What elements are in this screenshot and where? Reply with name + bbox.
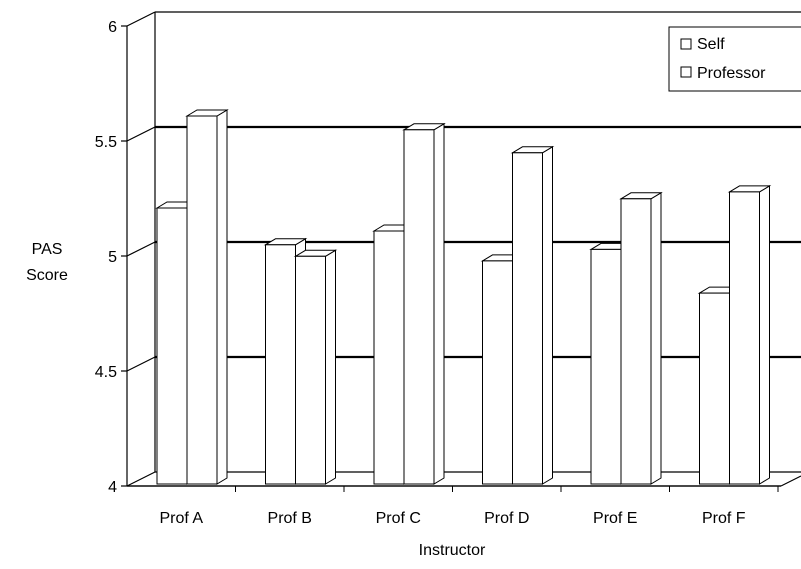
bars [155, 109, 772, 485]
y-tick-label-0: 4 [108, 479, 117, 496]
bar-front [590, 248, 622, 485]
bar-front [373, 230, 405, 485]
bar-front [295, 255, 326, 485]
legend-box [668, 26, 801, 92]
bar-front [729, 191, 760, 485]
legend-swatch-professor [680, 66, 692, 78]
bar-front [403, 129, 435, 485]
x-ticks: Prof A Prof B Prof C Prof D Prof E Prof F [159, 486, 779, 527]
y-axis-title-line2: Score [26, 267, 68, 284]
bar-front [620, 198, 652, 485]
bar-professor-2 [402, 122, 446, 485]
x-tick-label-1: Prof B [268, 510, 312, 527]
x-tick-label-0: Prof A [159, 510, 203, 527]
legend-label-professor: Professor [697, 65, 766, 82]
bar-professor-1 [293, 249, 338, 485]
legend-label-self: Self [697, 36, 725, 53]
bar-front [265, 244, 296, 485]
y-tick-label-4: 6 [108, 19, 117, 36]
bar-side [650, 191, 662, 485]
wall-top-diagonal [126, 11, 156, 27]
wall-bottom-diagonal [126, 471, 156, 487]
gridline-diagonal-3 [126, 126, 156, 142]
gridline-diagonal-1 [126, 356, 156, 372]
y-tick-label-1: 4.5 [95, 364, 117, 381]
legend-swatch-self [680, 38, 692, 50]
bar-front [699, 292, 730, 485]
bar-professor-5 [727, 185, 772, 485]
bar-side [542, 145, 553, 485]
gridlines [126, 125, 801, 372]
bar-professor-3 [510, 145, 555, 485]
bar-side [325, 249, 336, 485]
y-tick-label-2: 5 [108, 249, 117, 266]
bar-front [482, 260, 513, 485]
bar-professor-4 [619, 191, 663, 485]
x-tick-label-5: Prof F [702, 510, 746, 527]
bar-front [156, 207, 188, 485]
y-ticks: 4 4.5 5 5.5 6 [95, 19, 127, 496]
bar-professor-0 [185, 109, 229, 485]
x-tick-label-4: Prof E [593, 510, 637, 527]
x-tick-label-3: Prof D [484, 510, 529, 527]
gridline-diagonal-2 [126, 241, 156, 257]
legend: Self Professor [668, 26, 801, 92]
floor-right-edge [780, 475, 801, 487]
bar-side [759, 185, 770, 485]
x-axis-title: Instructor [419, 542, 486, 559]
bar-side [216, 109, 228, 485]
bar-front [186, 115, 218, 485]
y-axis-title-line1: PAS [32, 241, 63, 258]
bar-side [433, 122, 445, 485]
y-tick-label-3: 5.5 [95, 134, 117, 151]
x-tick-label-2: Prof C [376, 510, 421, 527]
bar-front [512, 152, 543, 485]
